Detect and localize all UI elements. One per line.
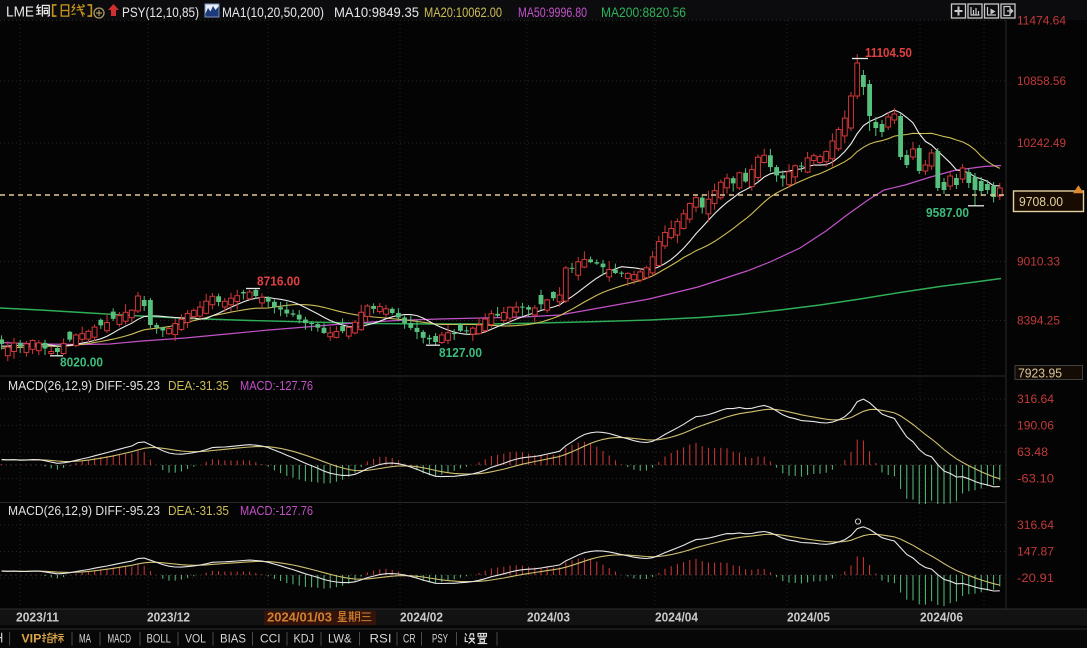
svg-text:LW&: LW& (328, 632, 352, 646)
svg-text:KDJ: KDJ (294, 632, 315, 646)
svg-text:MACD: MACD (108, 632, 132, 646)
svg-text:MA50:9996.80: MA50:9996.80 (518, 4, 587, 20)
svg-text:316.64: 316.64 (1017, 394, 1055, 406)
svg-text:MA10:9849.35: MA10:9849.35 (334, 4, 419, 20)
svg-text:VIP: VIP (21, 632, 41, 646)
svg-text:9010.33: 9010.33 (1017, 257, 1060, 269)
svg-text:8020.00: 8020.00 (60, 356, 103, 370)
svg-text:MACD(26,12,9) DIFF:-95.23: MACD(26,12,9) DIFF:-95.23 (8, 504, 160, 518)
svg-text:-20.91: -20.91 (1017, 573, 1054, 585)
svg-text:63.48: 63.48 (1017, 447, 1048, 459)
svg-text:PSY: PSY (432, 632, 448, 646)
svg-text:DEA:-31.35: DEA:-31.35 (168, 379, 229, 393)
svg-text:10242.49: 10242.49 (1017, 138, 1066, 150)
svg-text:8394.25: 8394.25 (1017, 316, 1060, 328)
svg-text:2023/12: 2023/12 (147, 611, 190, 625)
svg-text:11474.64: 11474.64 (1017, 16, 1067, 28)
svg-text:2024/04: 2024/04 (655, 611, 698, 625)
svg-text:BOLL: BOLL (147, 632, 172, 646)
svg-text:2024/02: 2024/02 (400, 611, 443, 625)
svg-text:MACD:-127.76: MACD:-127.76 (240, 504, 313, 518)
svg-text:MACD(26,12,9) DIFF:-95.23: MACD(26,12,9) DIFF:-95.23 (8, 379, 160, 393)
svg-text:CR: CR (403, 632, 416, 646)
svg-text:9708.00: 9708.00 (1019, 195, 1063, 209)
svg-text:LME: LME (6, 5, 34, 21)
svg-text:MA: MA (79, 632, 91, 646)
svg-text:2024/01/03: 2024/01/03 (267, 611, 332, 625)
svg-text:2024/03: 2024/03 (527, 611, 570, 625)
svg-text:-63.10: -63.10 (1017, 474, 1054, 486)
svg-text:DEA:-31.35: DEA:-31.35 (168, 504, 229, 518)
svg-text:2024/06: 2024/06 (920, 611, 963, 625)
svg-text:2024/05: 2024/05 (787, 611, 830, 625)
svg-text:147.87: 147.87 (1017, 547, 1054, 559)
svg-text:10858.56: 10858.56 (1017, 76, 1066, 88)
svg-text:CCI: CCI (260, 632, 281, 646)
svg-text:MACD:-127.76: MACD:-127.76 (240, 379, 313, 393)
svg-text:11104.50: 11104.50 (865, 46, 912, 60)
svg-text:8127.00: 8127.00 (439, 346, 482, 360)
svg-text:2023/11: 2023/11 (16, 611, 59, 625)
svg-text:190.06: 190.06 (1017, 421, 1054, 433)
svg-text:7923.95: 7923.95 (1018, 367, 1062, 381)
svg-text:VOL: VOL (185, 632, 206, 646)
svg-text:BIAS: BIAS (220, 632, 246, 646)
svg-text:9587.00: 9587.00 (926, 206, 969, 220)
svg-text:316.64: 316.64 (1017, 520, 1055, 532)
svg-text:MA200:8820.56: MA200:8820.56 (601, 4, 686, 20)
svg-text:PSY(12,10,85): PSY(12,10,85) (122, 4, 199, 20)
svg-text:MA1(10,20,50,200): MA1(10,20,50,200) (222, 4, 324, 20)
svg-text:8716.00: 8716.00 (257, 275, 300, 289)
svg-text:RSI: RSI (370, 632, 392, 646)
svg-text:MA20:10062.00: MA20:10062.00 (424, 4, 502, 20)
